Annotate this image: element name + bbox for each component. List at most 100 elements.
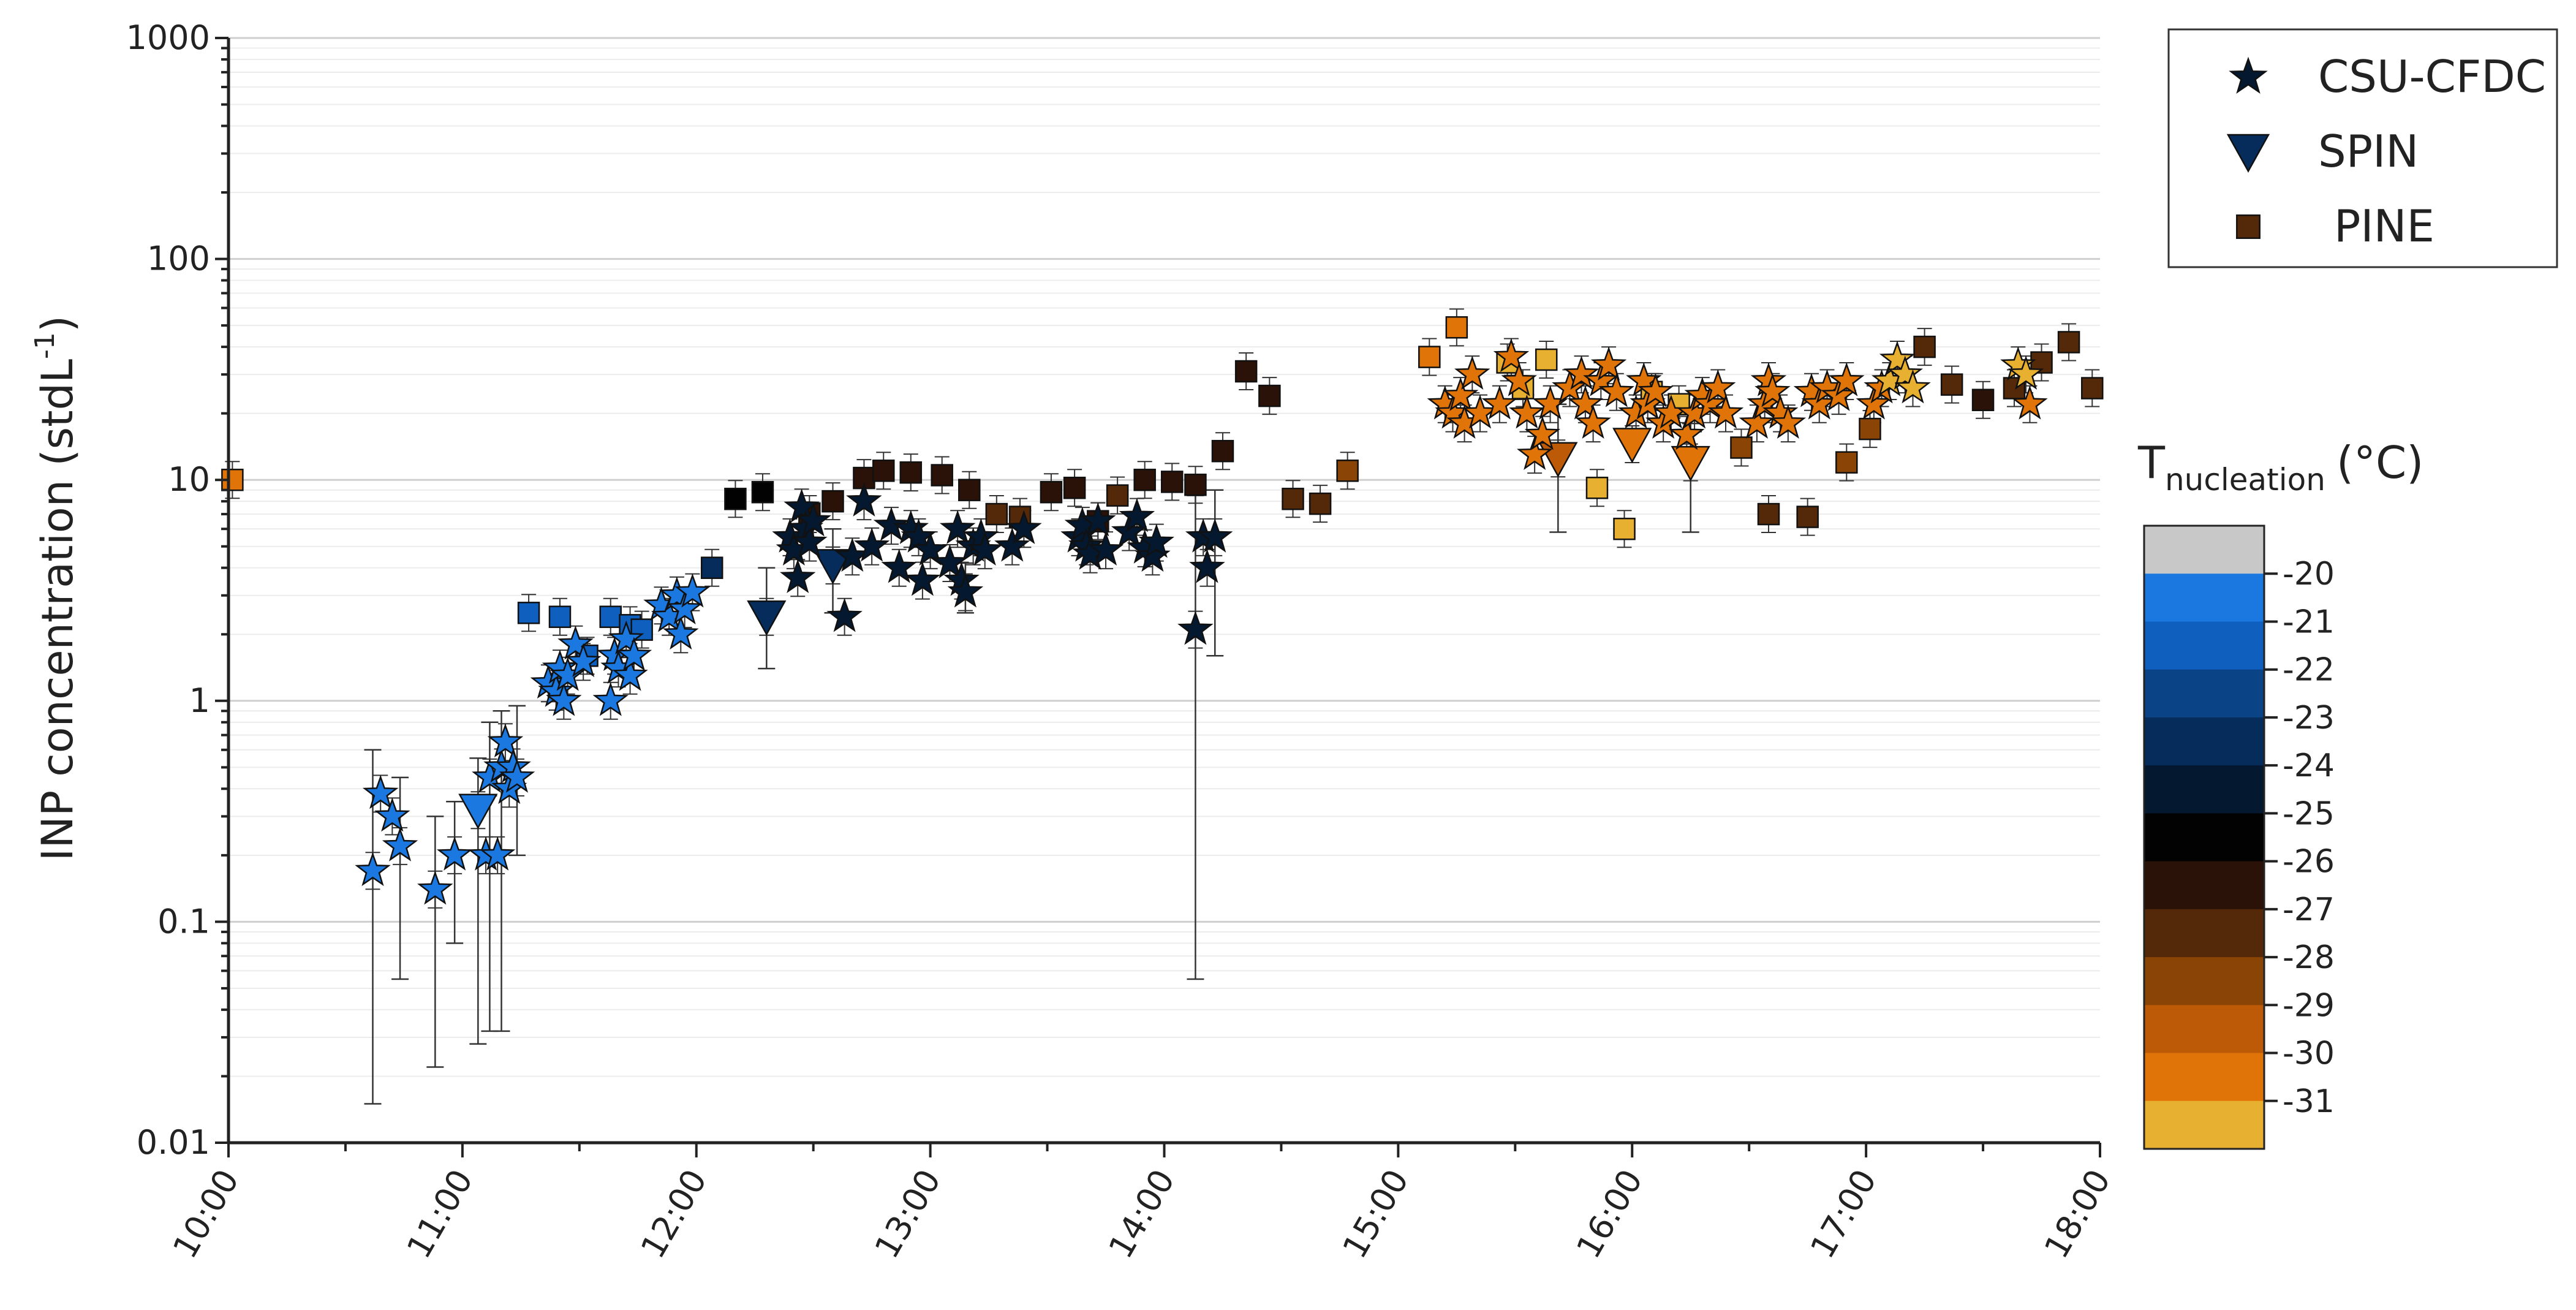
y-tick-label: 1 xyxy=(189,681,210,720)
colorbar-ticks: -20 -21 -22 -23 -24 -25 -26 -27 -28 -29 -30 -31 xyxy=(2264,556,2335,1120)
x-ticks: 10:00 11:00 12:00 13:00 14:00 15:00 16:00 17:00… xyxy=(165,1143,2118,1265)
csu-cfdc-point xyxy=(826,598,863,632)
csu-cfdc-point xyxy=(912,531,948,566)
pine-point xyxy=(1418,346,1441,368)
csu-cfdc-point xyxy=(2012,385,2048,420)
pine-point xyxy=(1133,468,1156,491)
spin-point xyxy=(458,793,498,830)
csu-cfdc-point xyxy=(795,502,831,537)
pine-point xyxy=(1282,488,1304,510)
colorbar-tick-label: -31 xyxy=(2283,1083,2335,1120)
pine-point xyxy=(2057,331,2080,354)
csu-cfdc-point xyxy=(1189,549,1225,583)
pine-point xyxy=(1730,436,1753,459)
csu-cfdc-point xyxy=(1516,436,1553,471)
csu-cfdc-point xyxy=(1567,385,1604,420)
data-points xyxy=(221,316,2104,905)
csu-cfdc-point xyxy=(1006,510,1042,545)
legend: CSU-CFDC SPIN PINE xyxy=(2167,28,2558,268)
x-tick-label: 14:00 xyxy=(1101,1163,1182,1265)
colorbar-tick-label: -24 xyxy=(2283,748,2335,784)
pine-point xyxy=(599,605,622,628)
colorbar-band xyxy=(2144,813,2264,862)
pine-point xyxy=(1913,335,1936,358)
pine-point xyxy=(1796,505,1819,528)
pine-point xyxy=(1184,473,1207,496)
colorbar-tick-label: -20 xyxy=(2283,556,2335,593)
csu-cfdc-point xyxy=(853,528,890,562)
csu-cfdc-point xyxy=(1442,377,1479,411)
csu-cfdc-point xyxy=(1563,355,1600,390)
csu-cfdc-point xyxy=(1856,385,1892,420)
csu-cfdc-point xyxy=(784,488,820,523)
spin-point xyxy=(1612,428,1652,464)
colorbar-band xyxy=(2144,861,2264,910)
colorbar-tick-label: -21 xyxy=(2283,604,2335,640)
legend-label-csu-cfdc: CSU-CFDC xyxy=(2318,51,2546,102)
csu-cfdc-point xyxy=(1700,369,1736,404)
x-tick-label: 10:00 xyxy=(165,1163,246,1265)
colorbar-bands xyxy=(2143,524,2265,1150)
y-axis-title-superscript: -1 xyxy=(29,332,61,359)
colorbar-band xyxy=(2144,526,2264,574)
csu-cfdc-point xyxy=(1637,373,1674,407)
csu-cfdc-point xyxy=(881,549,917,583)
pine-point xyxy=(517,602,540,624)
colorbar-title-main: T xyxy=(2137,437,2166,488)
colorbar-title-unit: (°C) xyxy=(2336,437,2423,488)
pine-point xyxy=(1040,480,1063,504)
colorbar-band xyxy=(2144,717,2264,766)
csu-cfdc-point xyxy=(667,590,703,625)
pine-point xyxy=(1613,517,1636,540)
csu-cfdc-point xyxy=(362,774,399,809)
y-axis-title-close: ) xyxy=(32,316,83,332)
pine-point xyxy=(548,605,572,628)
csu-cfdc-point xyxy=(932,544,968,578)
x-tick-label: 11:00 xyxy=(399,1163,480,1265)
csu-cfdc-point xyxy=(1177,610,1214,645)
csu-cfdc-point xyxy=(1501,362,1537,396)
error-bars xyxy=(225,308,2100,1105)
pine-point xyxy=(1063,477,1086,499)
csu-cfdc-point xyxy=(904,561,941,596)
y-axis-title-main: INP concentration (stdL xyxy=(32,359,83,861)
colorbar-title: Tnucleation (°C) xyxy=(2137,437,2423,498)
csu-cfdc-point xyxy=(608,620,644,655)
legend-label-pine: PINE xyxy=(2334,200,2434,252)
csu-cfdc-point xyxy=(355,852,391,887)
csu-cfdc-point xyxy=(1080,502,1116,537)
csu-cfdc-point xyxy=(479,836,516,871)
pine-point xyxy=(931,464,953,487)
colorbar-tick-label: -26 xyxy=(2283,844,2335,880)
pine-point xyxy=(1835,451,1858,474)
csu-cfdc-point xyxy=(1575,404,1611,439)
pine-point xyxy=(899,461,923,484)
csu-cfdc-point xyxy=(1754,373,1791,407)
legend-markers xyxy=(2226,56,2270,239)
y-tick-label: 10 xyxy=(168,460,210,499)
csu-cfdc-point xyxy=(374,797,410,832)
csu-cfdc-point xyxy=(1829,362,1865,396)
csu-cfdc-point xyxy=(382,827,418,861)
colorbar-border xyxy=(2143,524,2265,1150)
pine-point xyxy=(1585,477,1609,499)
pine-point xyxy=(958,479,981,501)
csu-cfdc-point xyxy=(1087,531,1124,566)
csu-cfdc-point xyxy=(1119,498,1155,532)
spin-point xyxy=(813,549,853,585)
colorbar-tick-label: -27 xyxy=(2283,892,2335,928)
colorbar-tick-label: -29 xyxy=(2283,987,2335,1024)
csu-cfdc-point xyxy=(1552,369,1588,404)
colorbar-band xyxy=(2144,621,2264,670)
csu-cfdc-point xyxy=(674,573,711,608)
legend-marker-pine xyxy=(2236,214,2261,239)
x-tick-label: 12:00 xyxy=(633,1163,714,1265)
pine-point xyxy=(1971,388,1995,412)
colorbar-band xyxy=(2144,957,2264,1005)
csu-cfdc-point xyxy=(939,510,976,545)
x-tick-label: 15:00 xyxy=(1335,1163,1416,1265)
colorbar-band xyxy=(2144,1100,2264,1149)
colorbar-band xyxy=(2144,669,2264,718)
colorbar-band xyxy=(2144,909,2264,958)
